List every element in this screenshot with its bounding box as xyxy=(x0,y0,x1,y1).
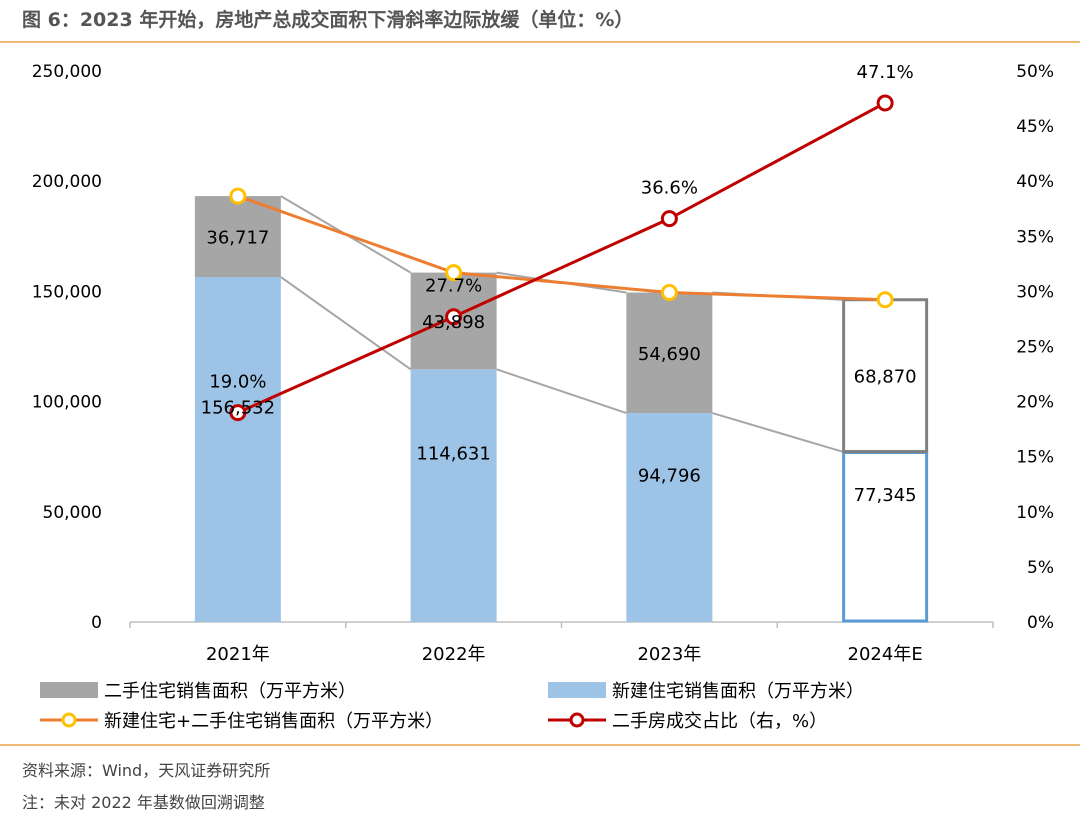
legend-marker xyxy=(569,712,585,728)
secondhand-bar-forecast xyxy=(842,298,929,454)
connector-line xyxy=(280,276,412,371)
y-tick-label: 150,000 xyxy=(32,282,102,302)
x-tick-label: 2021年 xyxy=(206,644,270,665)
new-housing-bar xyxy=(194,277,281,622)
secondhand-share-point xyxy=(445,308,463,326)
new-housing-value-label: 94,796 xyxy=(638,466,701,487)
y-tick-label: 200,000 xyxy=(32,172,102,192)
share-value-label: 36.6% xyxy=(641,178,698,199)
chart-canvas: 0 50,000 100,000 150,000 200,000 250,000 0% 5% 1… xyxy=(32,62,1054,732)
title-divider xyxy=(0,41,1080,43)
x-tick-label: 2023年 xyxy=(637,644,701,665)
secondhand-value-label: 68,870 xyxy=(854,367,917,388)
secondhand-value-label: 43,898 xyxy=(422,312,485,333)
share-value-label: 19.0% xyxy=(209,372,266,393)
y2-tick-label: 0% xyxy=(1027,613,1054,633)
legend-label: 二手住宅销售面积（万平方米） xyxy=(104,681,356,702)
x-tick-label: 2022年 xyxy=(422,644,486,665)
x-tick-label: 2024年E xyxy=(848,644,923,665)
y2-tick-label: 40% xyxy=(1016,172,1054,192)
share-value-label: 47.1% xyxy=(857,62,914,83)
legend-label: 二手房成交占比（右，%） xyxy=(612,711,827,732)
secondhand-share-point xyxy=(660,210,678,228)
y2-tick-label: 15% xyxy=(1016,448,1054,468)
secondhand-bar xyxy=(626,292,713,414)
footnote: 注：未对 2022 年基数做回溯调整 xyxy=(22,793,265,812)
y2-tick-label: 20% xyxy=(1016,393,1054,413)
footer-divider xyxy=(0,744,1080,746)
legend-marker xyxy=(61,712,77,728)
secondhand-value-label: 36,717 xyxy=(206,228,269,249)
share-value-label: 27.7% xyxy=(425,276,482,297)
total-area-point xyxy=(660,284,678,302)
secondhand-share-line xyxy=(237,101,886,414)
legend-label: 新建住宅销售面积（万平方米） xyxy=(612,681,864,702)
chart-title: 图 6：2023 年开始，房地产总成交面积下滑斜率边际放缓（单位：%） xyxy=(22,9,634,31)
new-housing-value-label: 114,631 xyxy=(416,444,490,465)
total-area-point xyxy=(445,264,463,282)
total-area-line xyxy=(237,194,886,302)
secondhand-share-point xyxy=(876,94,894,112)
y2-tick-label: 5% xyxy=(1027,558,1054,578)
connector-line xyxy=(496,368,627,415)
legend-swatch xyxy=(548,682,606,698)
total-area-point xyxy=(229,187,247,205)
secondhand-share-point xyxy=(229,404,247,422)
y-tick-label: 0 xyxy=(91,613,102,633)
y-tick-label: 100,000 xyxy=(32,393,102,413)
secondhand-value-label: 54,690 xyxy=(638,344,701,365)
new-housing-bar xyxy=(626,413,713,622)
y2-tick-label: 10% xyxy=(1016,503,1054,523)
y2-tick-label: 30% xyxy=(1016,282,1054,302)
new-housing-value-label: 156,532 xyxy=(201,398,275,419)
source-note: 资料来源：Wind，天风证券研究所 xyxy=(22,761,271,780)
y2-tick-label: 45% xyxy=(1016,117,1054,137)
new-housing-bar xyxy=(410,369,497,622)
y2-tick-label: 25% xyxy=(1016,338,1054,358)
total-area-point xyxy=(876,291,894,309)
legend-swatch xyxy=(40,682,98,698)
new-housing-value-label: 77,345 xyxy=(854,485,917,506)
legend-label: 新建住宅+二手住宅销售面积（万平方米） xyxy=(104,711,443,732)
y-tick-label: 250,000 xyxy=(32,62,102,82)
y2-tick-label: 50% xyxy=(1016,62,1054,82)
y2-tick-label: 35% xyxy=(1016,227,1054,247)
connector-line xyxy=(712,412,843,453)
y-tick-label: 50,000 xyxy=(43,503,102,523)
new-housing-bar-forecast xyxy=(842,451,929,623)
secondhand-bar xyxy=(194,196,281,278)
